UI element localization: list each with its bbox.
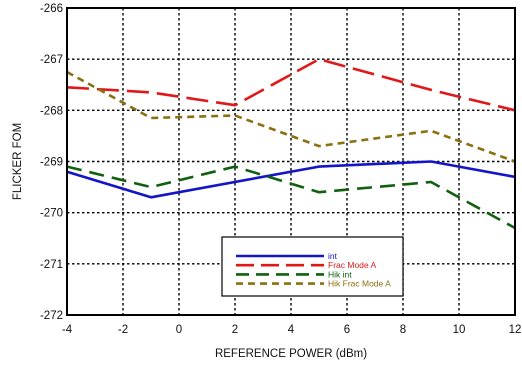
series-line-1 (66, 57, 516, 112)
y-tick-label: -270 (40, 208, 63, 220)
series-line-3 (66, 70, 516, 163)
tick-labels: -4 -2 0 2 4 6 8 10 12 -266 -267 -268 -269 -270 -271 -27… (40, 3, 521, 336)
series-line-2 (66, 165, 516, 230)
x-tick-label: 2 (232, 324, 238, 336)
x-tick-label: 0 (176, 324, 182, 336)
y-tick-label: -268 (40, 105, 63, 117)
x-tick-label: 4 (288, 324, 295, 336)
plot-frame (66, 7, 516, 316)
y-tick-label: -267 (40, 54, 63, 66)
x-tick-label: 12 (509, 324, 522, 336)
y-tick-label: -271 (40, 259, 63, 271)
x-tick-label: 8 (400, 324, 406, 336)
x-tick-label: 10 (453, 324, 466, 336)
x-tick-label: -4 (62, 324, 73, 336)
x-tick-label: -2 (118, 324, 128, 336)
legend-label-3: Hik Frac Mode A (328, 279, 391, 289)
legend-label-1: Frac Mode A (328, 260, 377, 270)
series-lines (66, 57, 516, 230)
y-tick-label: -266 (40, 3, 63, 15)
x-tick-label: 6 (344, 324, 350, 336)
y-tick-label: -272 (40, 310, 63, 322)
y-axis-title: FLICKER FOM (12, 123, 24, 200)
x-axis-title: REFERENCE POWER (dBm) (215, 348, 367, 360)
series-line-0 (66, 160, 516, 199)
legend-label-2: Hik int (328, 269, 352, 279)
y-tick-label: -269 (40, 157, 63, 169)
legend-label-0: int (328, 251, 338, 261)
